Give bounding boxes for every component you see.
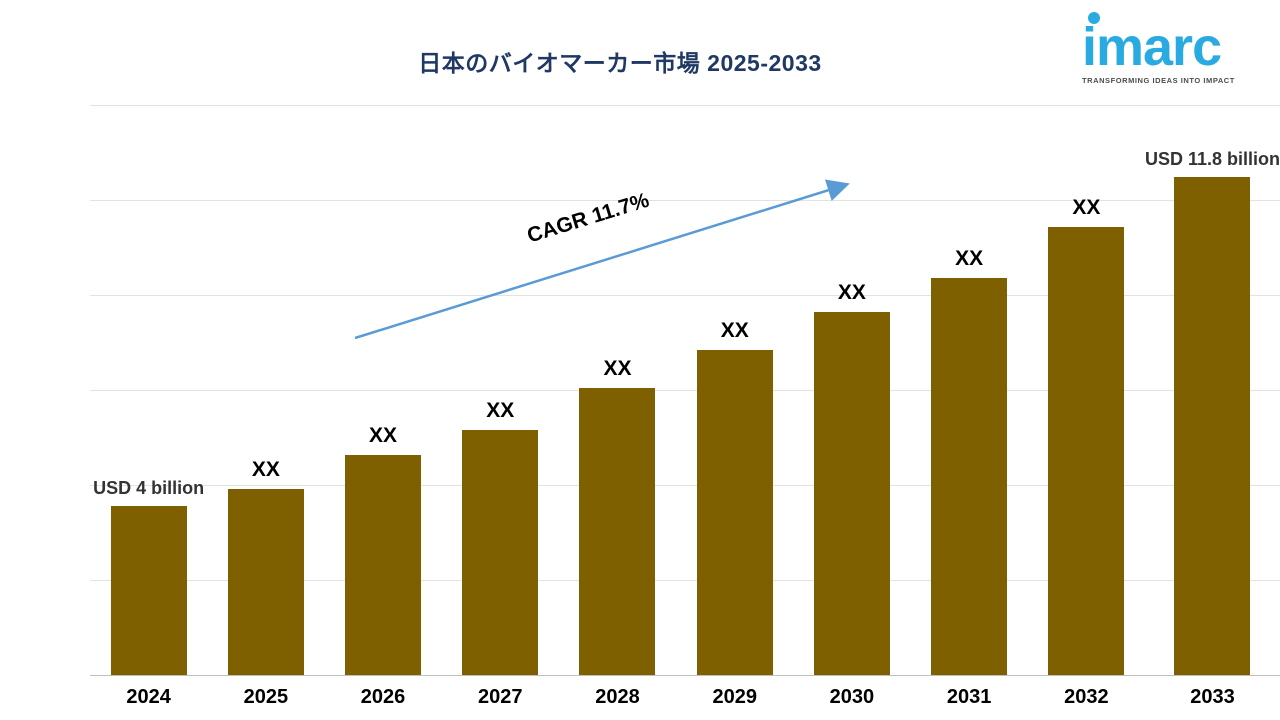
bar-value-label: XX [720,318,749,342]
bar-value-label: XX [369,424,398,448]
bar-2027 [462,430,539,675]
x-axis-label-2025: 2025 [243,686,289,708]
gridline [90,485,1280,486]
bar-value-label: XX [837,280,866,304]
bar-chart: CAGR 11.7% USD 4 billion 2024 XX 2025 XX 2026… [90,105,1280,708]
x-axis-label-2029: 2029 [712,686,757,708]
bar-column-2024: USD 4 billion 2024 [90,105,207,708]
bar-column-2032: XX 2032 [1028,105,1145,708]
bar-2029 [696,349,773,675]
gridline [90,105,1280,106]
x-axis-label-2030: 2030 [829,686,875,708]
x-axis-line [90,675,1280,676]
bar-column-2028: XX 2028 [559,105,676,708]
bar-2026 [345,455,422,675]
x-axis-label-2031: 2031 [946,686,992,708]
bar-value-label: XX [955,247,984,271]
bar-value-label: XX [1072,196,1101,220]
bar-column-2033: USD 11.8 billion 2033 [1144,105,1280,708]
bar-value-label: USD 4 billion [93,478,205,499]
bar-2031 [931,278,1008,675]
gridline [90,390,1280,391]
x-axis-label-2028: 2028 [595,686,640,708]
bar-2032 [1048,227,1125,675]
x-axis-label-2033: 2033 [1190,686,1235,708]
x-axis-label-2027: 2027 [478,686,523,708]
bar-2033 [1174,176,1251,675]
bar-value-label: XX [486,399,515,423]
bar-column-2027: XX 2027 [442,105,559,708]
bar-column-2030: XX 2030 [793,105,910,708]
logo-dot-icon [1088,12,1100,24]
bar-2030 [813,311,890,675]
gridline [90,580,1280,581]
bar-2025 [227,489,304,675]
bar-value-label: XX [251,458,280,482]
x-axis-label-2032: 2032 [1064,686,1109,708]
bar-column-2031: XX 2031 [911,105,1028,708]
bar-2028 [579,387,656,675]
bar-column-2029: XX 2029 [676,105,793,708]
logo-brand: imarc [1082,17,1222,77]
bars-container: USD 4 billion 2024 XX 2025 XX 2026 XX 2027 XX 202… [90,105,1280,708]
bar-2024 [110,506,187,675]
bar-column-2025: XX 2025 [207,105,324,708]
logo-tagline: TRANSFORMING IDEAS INTO IMPACT [1082,76,1235,85]
bar-column-2026: XX 2026 [324,105,441,708]
x-axis-label-2026: 2026 [360,686,406,708]
chart-title: 日本のバイオマーカー市場 2025-2033 [418,50,822,76]
imarc-logo: imarc TRANSFORMING IDEAS INTO IMPACT [1082,10,1272,85]
bar-value-label: USD 11.8 billion [1144,148,1280,169]
bar-value-label: XX [603,356,632,380]
x-axis-label-2024: 2024 [126,686,171,708]
